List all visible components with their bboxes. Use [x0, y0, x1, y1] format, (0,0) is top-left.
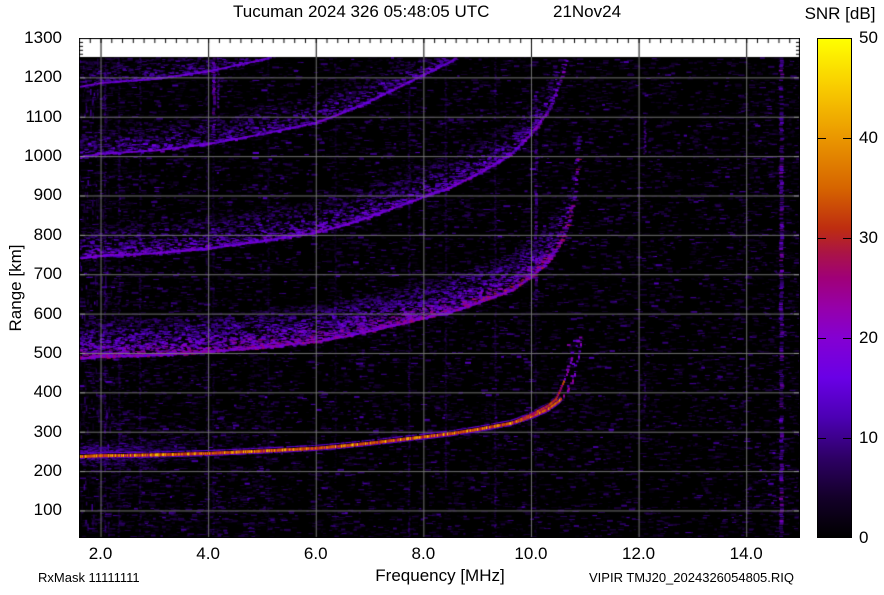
date-label: 21Nov24 [553, 2, 622, 21]
colorbar-tick-mark [818, 238, 826, 239]
y-tick-label: 200 [33, 461, 62, 481]
snr-colorbar [817, 38, 852, 538]
y-tick-label: 1300 [24, 28, 62, 47]
colorbar-tick-mark [818, 138, 826, 139]
colorbar-tick-label: 20 [859, 328, 878, 347]
y-tick-label: 600 [33, 303, 62, 323]
y-tick-label: 400 [33, 382, 62, 402]
page-title: Tucuman 2024 326 05:48:05 UTC [233, 2, 490, 21]
y-tick-label: 800 [33, 224, 62, 244]
y-tick-label: 1100 [25, 106, 62, 126]
rx-mask-label: RxMask 11111111 [38, 570, 140, 585]
colorbar-tick-mark [818, 438, 826, 439]
colorbar-title: SNR [dB] [804, 4, 876, 23]
y-tick-label: 100 [33, 500, 62, 520]
y-tick-label: 300 [33, 421, 62, 441]
x-tick-label: 4.0 [196, 544, 220, 563]
y-tick-label: 700 [33, 264, 62, 284]
colorbar-tick-label: 40 [859, 128, 878, 147]
x-tick-label: 2.0 [88, 544, 113, 563]
y-tick-label: 900 [33, 185, 62, 205]
colorbar-tick-mark [843, 338, 851, 339]
y-tick-label: 1000 [24, 146, 62, 166]
y-tick-label: 500 [33, 342, 62, 362]
colorbar-tick-mark [818, 338, 826, 339]
colorbar-tick-label: 30 [859, 228, 878, 247]
colorbar-tick-label: 10 [859, 428, 878, 447]
colorbar-tick-mark [843, 238, 851, 239]
x-axis-title: Frequency [MHz] [375, 566, 505, 585]
ionogram-plot [79, 38, 800, 538]
colorbar-tick-label: 0 [859, 528, 869, 547]
x-tick-label: 12.0 [622, 544, 656, 563]
file-name-label: VIPIR TMJ20_2024326054805.RIQ [589, 570, 795, 585]
x-tick-label: 8.0 [411, 544, 436, 563]
x-tick-label: 6.0 [303, 544, 328, 563]
x-tick-label: 10.0 [514, 544, 548, 563]
colorbar-tick-mark [843, 438, 851, 439]
x-tick-label: 14.0 [729, 544, 763, 563]
colorbar-tick-mark [843, 138, 851, 139]
colorbar-tick-label: 50 [859, 28, 878, 47]
y-tick-label: 1200 [24, 67, 62, 87]
